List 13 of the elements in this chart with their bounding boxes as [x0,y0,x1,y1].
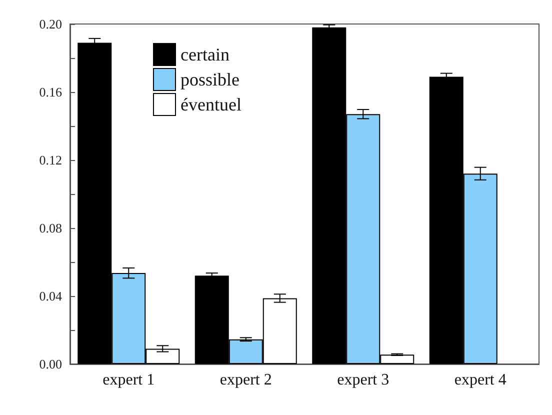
y-tick-label: 0.08 [39,220,62,236]
legend-label: possible [180,70,240,90]
legend-label: éventuel [180,94,242,114]
y-tick-label: 0.00 [39,356,62,372]
x-tick-label: expert 3 [337,372,390,388]
y-tick-label: 0.04 [39,288,62,304]
y-tick-label: 0.20 [39,16,62,32]
y-tick-label: 0.16 [39,84,62,100]
legend-label: certain [180,44,230,64]
x-tick-label: expert 1 [102,372,155,388]
y-tick-label: 0.12 [39,152,62,168]
x-tick-label: expert 4 [454,372,506,388]
x-tick-label: expert 2 [220,372,272,388]
